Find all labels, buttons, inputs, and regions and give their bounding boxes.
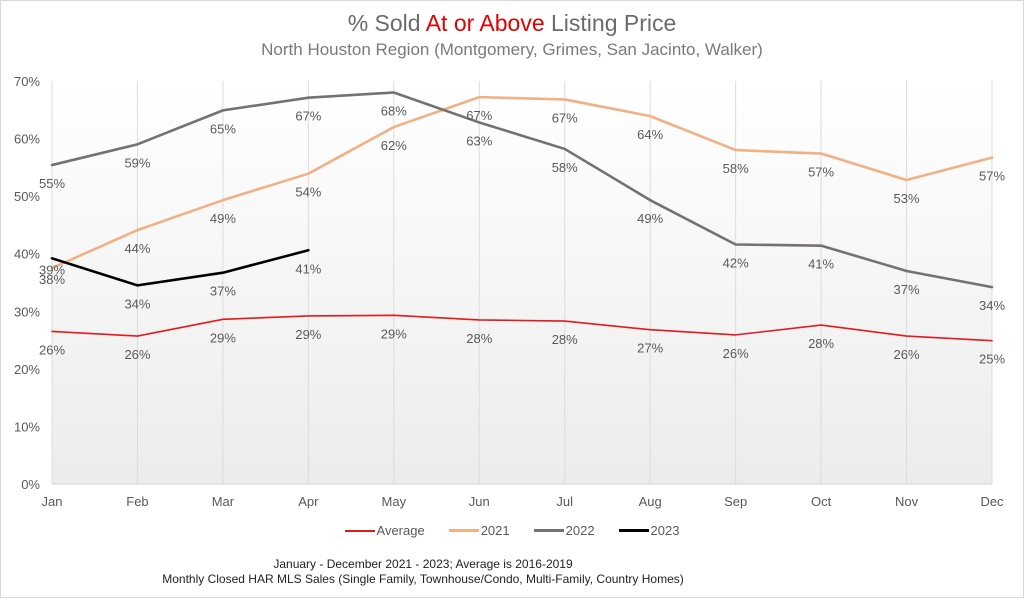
data-label-2021: 38%: [39, 272, 65, 287]
data-label-2022: 37%: [894, 282, 920, 297]
data-label-2022: 55%: [39, 176, 65, 191]
chart-footer: January - December 2021 - 2023; Average …: [113, 557, 733, 587]
data-label-2021: 64%: [637, 127, 663, 142]
data-label-2023: 39%: [39, 262, 65, 277]
legend-item-average: Average: [344, 523, 425, 538]
series-line-2021: [50, 95, 994, 270]
y-tick-label: 50%: [14, 189, 40, 204]
footer-line-1: January - December 2021 - 2023; Average …: [273, 557, 573, 571]
legend-label: 2022: [565, 523, 595, 538]
data-label-2023: 37%: [210, 284, 236, 299]
data-label-2021: 67%: [466, 108, 492, 123]
x-tick-label: Feb: [126, 494, 148, 509]
x-axis: Jan Feb Mar Apr May Jun Jul Aug Sep Oct Nov Dec: [42, 494, 1005, 509]
data-label-2021: 58%: [723, 161, 749, 176]
x-tick-label: Dec: [980, 494, 1004, 509]
data-label-average: 25%: [979, 352, 1005, 367]
x-tick-label: Aug: [639, 494, 662, 509]
data-label-average: 29%: [210, 330, 236, 345]
data-label-2022: 59%: [124, 155, 150, 170]
data-label-average: 28%: [552, 332, 578, 347]
legend-label: 2023: [650, 523, 680, 538]
legend-swatch: [533, 529, 564, 532]
data-label-average: 26%: [124, 347, 150, 362]
legend-item-2022: 2022: [533, 523, 595, 538]
title-prefix: % Sold: [347, 10, 426, 36]
data-label-average: 29%: [381, 326, 407, 341]
data-label-2021: 67%: [552, 110, 578, 125]
data-label-2022: 49%: [637, 211, 663, 226]
series-line-average: [51, 314, 993, 342]
legend-swatch: [344, 529, 375, 532]
data-label-2023: 34%: [124, 296, 150, 311]
y-tick-label: 40%: [14, 247, 40, 262]
data-label-average: 26%: [894, 347, 920, 362]
chart-subtitle: North Houston Region (Montgomery, Grimes…: [261, 40, 763, 59]
series-line-2023: [50, 248, 310, 287]
data-label-average: 27%: [637, 341, 663, 356]
x-tick-label: Mar: [212, 494, 235, 509]
y-tick-label: 70%: [14, 74, 40, 89]
series-line-2022: [50, 91, 994, 289]
legend-label: 2021: [480, 523, 510, 538]
x-tick-label: Sep: [724, 494, 747, 509]
data-label-average: 26%: [39, 342, 65, 357]
x-tick-label: May: [382, 494, 407, 509]
x-tick-label: Nov: [895, 494, 919, 509]
legend-swatch: [448, 529, 479, 532]
legend-swatch: [618, 529, 649, 532]
title-suffix: Listing Price: [544, 10, 677, 36]
x-tick-label: Apr: [298, 494, 319, 509]
title-highlight: At or Above: [425, 10, 545, 36]
y-tick-label: 60%: [14, 132, 40, 147]
series-lines: [50, 91, 994, 342]
data-label-2022: 68%: [381, 104, 407, 119]
data-label-average: 28%: [466, 331, 492, 346]
data-label-average: 29%: [295, 327, 321, 342]
data-label-2022: 34%: [979, 298, 1005, 313]
data-label-2022: 58%: [552, 160, 578, 175]
footer-line-2: Monthly Closed HAR MLS Sales (Single Fam…: [162, 572, 684, 586]
plot-area: [52, 81, 992, 484]
data-label-2022: 63%: [466, 133, 492, 148]
legend-item-2023: 2023: [618, 523, 680, 538]
data-label-2022: 65%: [210, 121, 236, 136]
legend-label: Average: [376, 523, 425, 538]
y-tick-label: 30%: [14, 304, 40, 319]
data-label-2021: 62%: [381, 138, 407, 153]
legend: Average 2021 2022 2023: [0, 523, 1024, 538]
x-tick-label: Jul: [556, 494, 573, 509]
y-tick-label: 0%: [21, 477, 40, 492]
x-tick-label: Jun: [469, 494, 490, 509]
y-axis: 0% 10% 20% 30% 40% 50% 60% 70%: [14, 74, 40, 492]
data-label-2021: 57%: [808, 165, 834, 180]
data-label-2021: 53%: [894, 191, 920, 206]
y-tick-label: 10%: [14, 419, 40, 434]
legend-item-2021: 2021: [448, 523, 510, 538]
gridlines: [51, 81, 993, 485]
data-label-2022: 41%: [808, 257, 834, 272]
y-tick-label: 20%: [14, 362, 40, 377]
data-label-2021: 57%: [979, 169, 1005, 184]
data-label-2021: 49%: [210, 211, 236, 226]
data-label-average: 26%: [723, 346, 749, 361]
data-label-2023: 41%: [295, 261, 321, 276]
data-label-2021: 54%: [295, 185, 321, 200]
data-label-average: 28%: [808, 336, 834, 351]
x-tick-label: Oct: [811, 494, 832, 509]
data-label-2022: 42%: [723, 256, 749, 271]
data-label-2022: 67%: [295, 109, 321, 124]
x-tick-label: Jan: [42, 494, 63, 509]
data-labels: 26% 26% 29% 29% 29% 28% 28% 27% 26% 28% 26% 25% 38% 4…: [39, 104, 1005, 367]
chart-title: % Sold At or Above Listing Price: [0, 10, 1024, 37]
data-label-2021: 44%: [124, 241, 150, 256]
